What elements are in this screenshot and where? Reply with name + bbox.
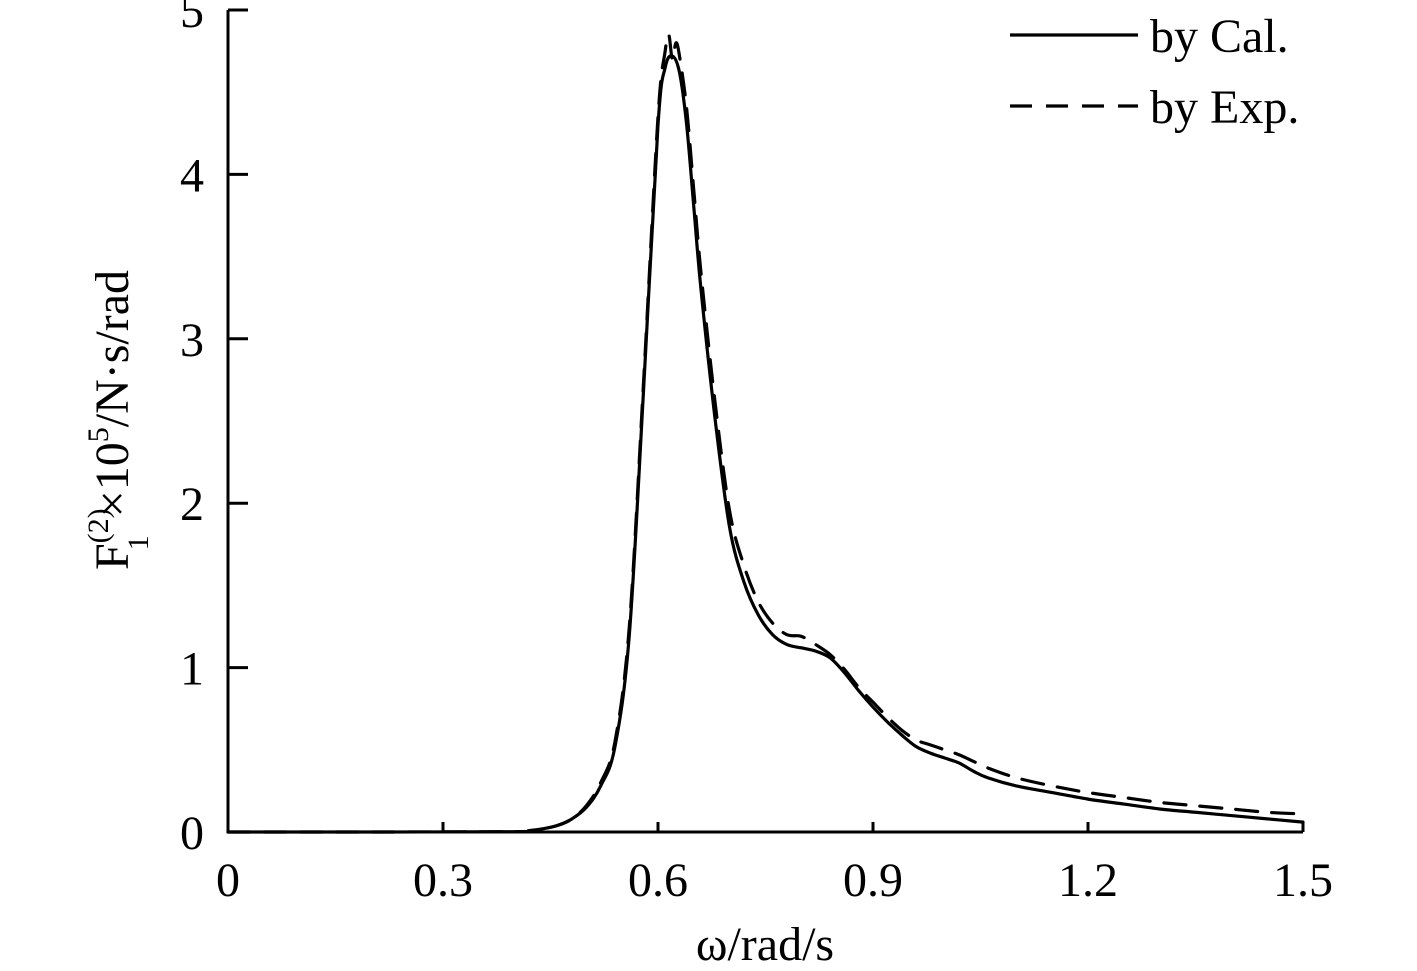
y-axis-label-base: F xyxy=(86,543,139,570)
series-line-by-exp xyxy=(226,32,1305,834)
x-axis-label: ω/rad/s xyxy=(696,918,834,971)
y-tick-label: 0 xyxy=(180,807,204,860)
series-line-by-cal xyxy=(226,54,1305,834)
series-group xyxy=(226,32,1305,834)
y-axis-label-superscript: (2) xyxy=(82,508,115,543)
x-tick-label: 1.2 xyxy=(1058,854,1118,907)
y-tick-label: 2 xyxy=(180,478,204,531)
y-tick-label: 3 xyxy=(180,314,204,367)
legend: by Cal. by Exp. xyxy=(1010,10,1299,134)
x-tick-label: 1.5 xyxy=(1273,854,1333,907)
y-axis-label-subscript: 1 xyxy=(122,535,155,550)
legend-label-by-exp: by Exp. xyxy=(1150,81,1299,134)
y-tick-group: 0 1 2 3 4 5 xyxy=(180,0,248,860)
x-tick-label: 0.9 xyxy=(843,854,903,907)
y-tick-label: 5 xyxy=(180,0,204,38)
x-tick-label: 0.6 xyxy=(628,854,688,907)
legend-label-by-cal: by Cal. xyxy=(1150,10,1289,63)
chart-axes xyxy=(226,10,1303,834)
x-tick-group: 0 0.3 0.6 0.9 1.2 1.5 xyxy=(216,822,1333,907)
y-axis-label-unit: /N·s/rad xyxy=(86,270,139,427)
y-tick-label: 1 xyxy=(180,643,204,696)
y-tick-label: 4 xyxy=(180,149,204,202)
y-axis-label-multiplier: ×10 xyxy=(86,442,139,517)
x-tick-label: 0 xyxy=(216,854,240,907)
x-tick-label: 0.3 xyxy=(413,854,473,907)
y-axis-label-exponent: 5 xyxy=(82,427,115,442)
y-axis-label: F(2) 1 ×105/N·s/rad xyxy=(82,270,155,570)
